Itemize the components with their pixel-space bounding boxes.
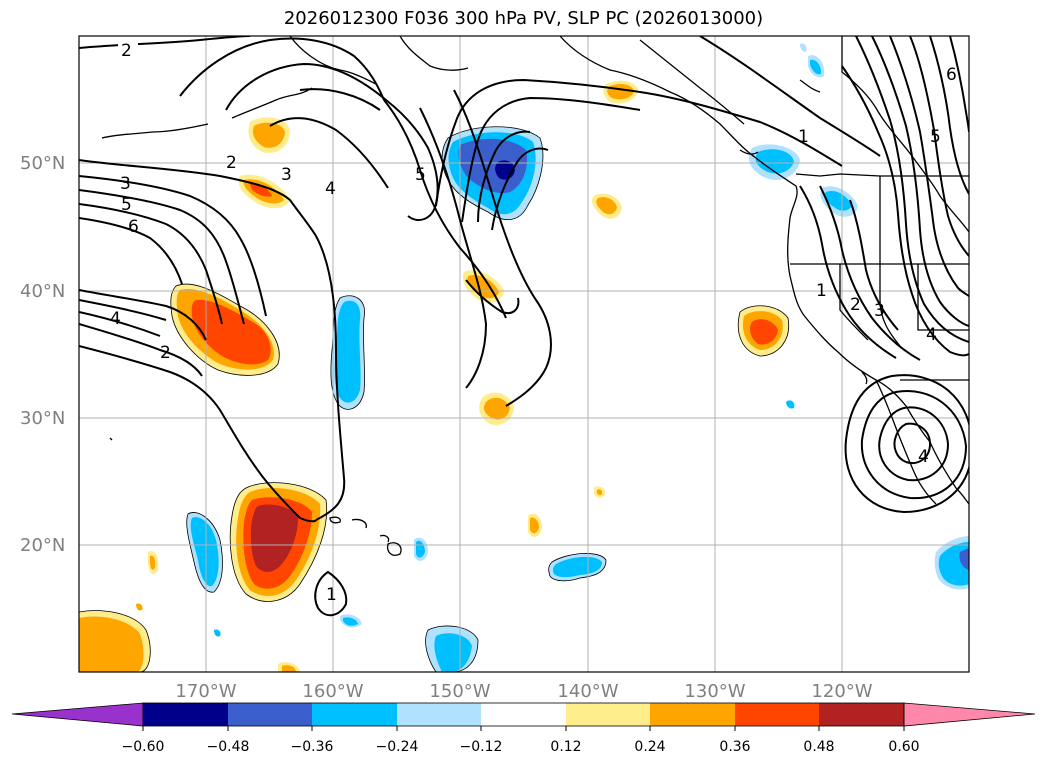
lon-label: 120°W	[811, 681, 872, 702]
colorbar-tick-label: −0.36	[291, 739, 334, 755]
lon-label: 170°W	[175, 681, 236, 702]
colorbar-segment	[481, 703, 566, 726]
contour-label: 2	[160, 343, 171, 363]
lat-label: 50°N	[20, 153, 65, 174]
contour-label: 6	[946, 65, 957, 85]
colorbar-tick-label: −0.48	[207, 739, 250, 755]
colorbar-tick-label: 0.36	[719, 739, 750, 755]
colorbar-segment	[819, 703, 904, 726]
contour-label: 1	[798, 127, 809, 147]
contour-labels: 2 2 3 3 4 5 6 4 2 5 1 1 2 3 4 5 6 4 1	[110, 40, 957, 605]
map-frame	[78, 35, 970, 673]
colorbar-tick-label: 0.48	[803, 739, 834, 755]
lon-label: 140°W	[557, 681, 618, 702]
contour-label: 4	[918, 447, 929, 467]
contour-label: 4	[110, 309, 121, 329]
colorbar-segment	[397, 703, 481, 726]
contour-label: 4	[926, 325, 937, 345]
colorbar-segment	[566, 703, 650, 726]
colorbar-segment	[228, 703, 312, 726]
contour-label: 5	[930, 127, 941, 147]
colorbar-tick-label: 0.12	[550, 739, 581, 755]
contour-label: 2	[226, 153, 237, 173]
contour-label: 3	[874, 301, 885, 321]
contour-label: 5	[121, 195, 132, 215]
contour-label: 2	[850, 295, 861, 315]
colorbar: −0.60 −0.48 −0.36 −0.24 −0.12 0.12 0.24 …	[11, 702, 1036, 755]
slp-contours	[79, 36, 969, 617]
map-plot-area: 2 2 3 3 4 5 6 4 2 5 1 1 2 3 4 5 6 4 1	[79, 36, 969, 672]
colorbar-tick-label: −0.60	[122, 739, 165, 755]
colorbar-segment	[312, 703, 397, 726]
pv-shading	[79, 43, 969, 672]
contour-label: 5	[415, 165, 426, 185]
contour-label: 1	[326, 585, 337, 605]
colorbar-tick-label: −0.24	[376, 739, 419, 755]
colorbar-tick-label: 0.60	[888, 739, 919, 755]
lon-labels: 170°W 160°W 150°W 140°W 130°W 120°W	[175, 681, 872, 702]
lat-label: 30°N	[20, 408, 65, 429]
colorbar-segment	[735, 703, 819, 726]
lat-label: 20°N	[20, 535, 65, 556]
contour-label: 1	[816, 281, 827, 301]
contour-label: 2	[121, 41, 132, 61]
lat-labels: 50°N 40°N 30°N 20°N	[20, 153, 65, 556]
contour-label: 6	[128, 217, 139, 237]
lon-label: 130°W	[684, 681, 745, 702]
colorbar-segment	[650, 703, 735, 726]
colorbar-tick-label: −0.12	[460, 739, 503, 755]
grid	[79, 36, 969, 672]
lon-label: 160°W	[302, 681, 363, 702]
contour-label: 3	[281, 165, 292, 185]
colorbar-tick-label: 0.24	[634, 739, 665, 755]
contour-label: 4	[325, 179, 336, 199]
colorbar-extend-low	[11, 702, 144, 727]
lon-label: 150°W	[429, 681, 490, 702]
contour-label: 3	[120, 174, 131, 194]
map-title: 2026012300 F036 300 hPa PV, SLP PC (2026…	[283, 8, 764, 29]
colorbar-segment	[143, 703, 228, 726]
lat-label: 40°N	[20, 281, 65, 302]
colorbar-extend-high	[903, 702, 1036, 727]
